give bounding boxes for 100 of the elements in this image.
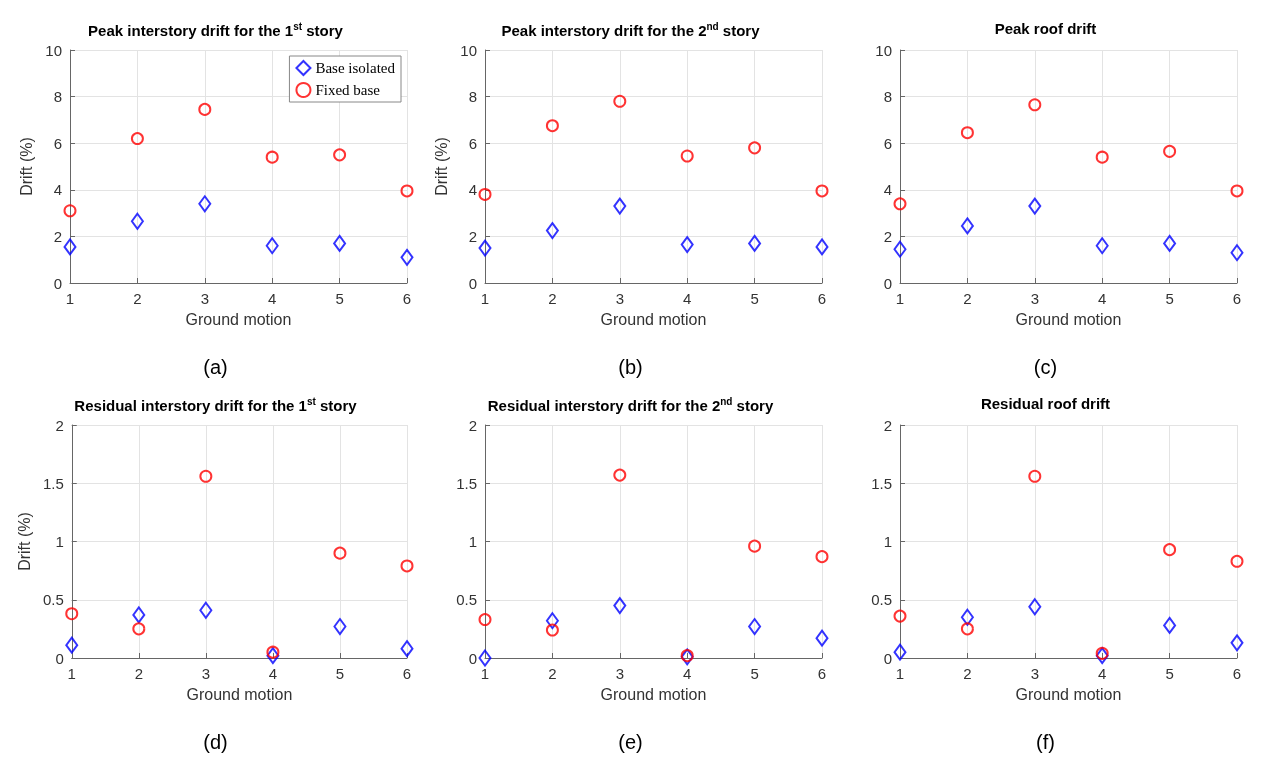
point [893, 609, 907, 623]
point [1163, 234, 1177, 252]
chart-title: Residual roof drift [980, 395, 1111, 412]
point [63, 204, 77, 218]
point [1230, 634, 1244, 652]
point [265, 150, 279, 164]
y-tick-label: 10 [875, 41, 892, 59]
point [130, 132, 144, 146]
x-tick-label: 3 [200, 290, 209, 307]
point [893, 197, 907, 211]
point [893, 240, 907, 258]
point [333, 618, 347, 636]
x-tick-label: 1 [480, 665, 490, 682]
point [132, 606, 146, 624]
point [1230, 244, 1244, 262]
x-tick-label: 3 [615, 290, 624, 307]
point [960, 217, 974, 235]
point [960, 622, 974, 636]
point [400, 248, 414, 266]
y-tick-label: 0.5 [871, 591, 892, 609]
point [1095, 150, 1109, 164]
point [265, 237, 279, 255]
point [960, 608, 974, 626]
x-tick-label: 3 [201, 665, 211, 682]
point [680, 236, 694, 254]
x-axis-title: Ground motion [185, 310, 292, 328]
x-tick-label: 6 [817, 290, 827, 307]
y-tick-label: 1 [883, 533, 892, 550]
text: (d) [203, 731, 228, 753]
x-tick-label: 6 [402, 665, 412, 682]
point [613, 94, 627, 108]
point [130, 212, 144, 230]
x-tick-label: 1 [895, 290, 905, 307]
x-tick-label: 2 [548, 665, 557, 682]
x-tick-label: 2 [134, 665, 143, 682]
point [478, 239, 492, 257]
y-tick-label: 6 [53, 134, 62, 152]
x-tick-label: 4 [268, 665, 278, 682]
y-tick-label: 2 [883, 227, 892, 245]
point [400, 559, 414, 573]
y-tick-label: 8 [53, 88, 62, 106]
x-tick-label: 6 [1232, 290, 1242, 307]
x-tick-label: 1 [480, 290, 490, 307]
point [613, 597, 627, 615]
y-axis-title: Drift (%) [17, 137, 35, 196]
point [613, 197, 627, 215]
point [1230, 184, 1244, 198]
x-tick-label: 5 [750, 665, 759, 682]
point [266, 647, 280, 665]
point [400, 184, 414, 198]
x-tick-label: 2 [963, 665, 972, 682]
x-tick-label: 5 [750, 290, 759, 307]
point [478, 649, 492, 667]
x-tick-label: 5 [1165, 290, 1174, 307]
y-tick-label: 2 [53, 227, 62, 245]
point [1163, 543, 1177, 557]
point [478, 187, 492, 201]
point [815, 550, 829, 564]
point [815, 629, 829, 647]
text: (b) [618, 356, 643, 378]
text: (f) [1036, 731, 1055, 753]
y-tick-label: 0 [468, 274, 477, 292]
y-tick-label: 1.5 [871, 474, 892, 492]
x-tick-label: 4 [268, 290, 277, 307]
x-axis-title: Ground motion [600, 310, 707, 328]
point [545, 612, 559, 630]
x-axis-title: Ground motion [1015, 685, 1122, 703]
x-tick-label: 2 [963, 290, 972, 307]
point [960, 126, 974, 140]
point [893, 643, 907, 661]
point [1095, 647, 1109, 665]
y-tick-label: 2 [55, 416, 64, 434]
x-axis-title: Ground motion [600, 685, 707, 703]
point [545, 119, 559, 133]
point [748, 234, 762, 252]
point [478, 613, 492, 627]
point [748, 618, 762, 636]
y-tick-label: 0 [883, 649, 892, 667]
x-tick-label: 4 [1098, 290, 1107, 307]
x-tick-label: 4 [683, 290, 692, 307]
y-tick-label: 0 [53, 274, 62, 292]
text: (a) [203, 356, 228, 378]
point [333, 546, 347, 560]
point [815, 184, 829, 198]
point [1230, 554, 1244, 568]
x-tick-label: 5 [1165, 665, 1174, 682]
x-tick-label: 1 [895, 665, 905, 682]
point [1163, 144, 1177, 158]
point [400, 640, 414, 658]
y-tick-label: 0 [883, 274, 892, 292]
y-tick-label: 6 [468, 134, 477, 152]
x-tick-label: 5 [335, 290, 344, 307]
point [815, 238, 829, 256]
point [545, 222, 559, 240]
y-tick-label: 0 [468, 649, 477, 667]
y-axis-title: Drift (%) [15, 512, 33, 571]
y-tick-label: 10 [45, 41, 62, 59]
y-tick-label: 2 [883, 416, 892, 434]
point [1163, 616, 1177, 634]
point [199, 469, 213, 483]
